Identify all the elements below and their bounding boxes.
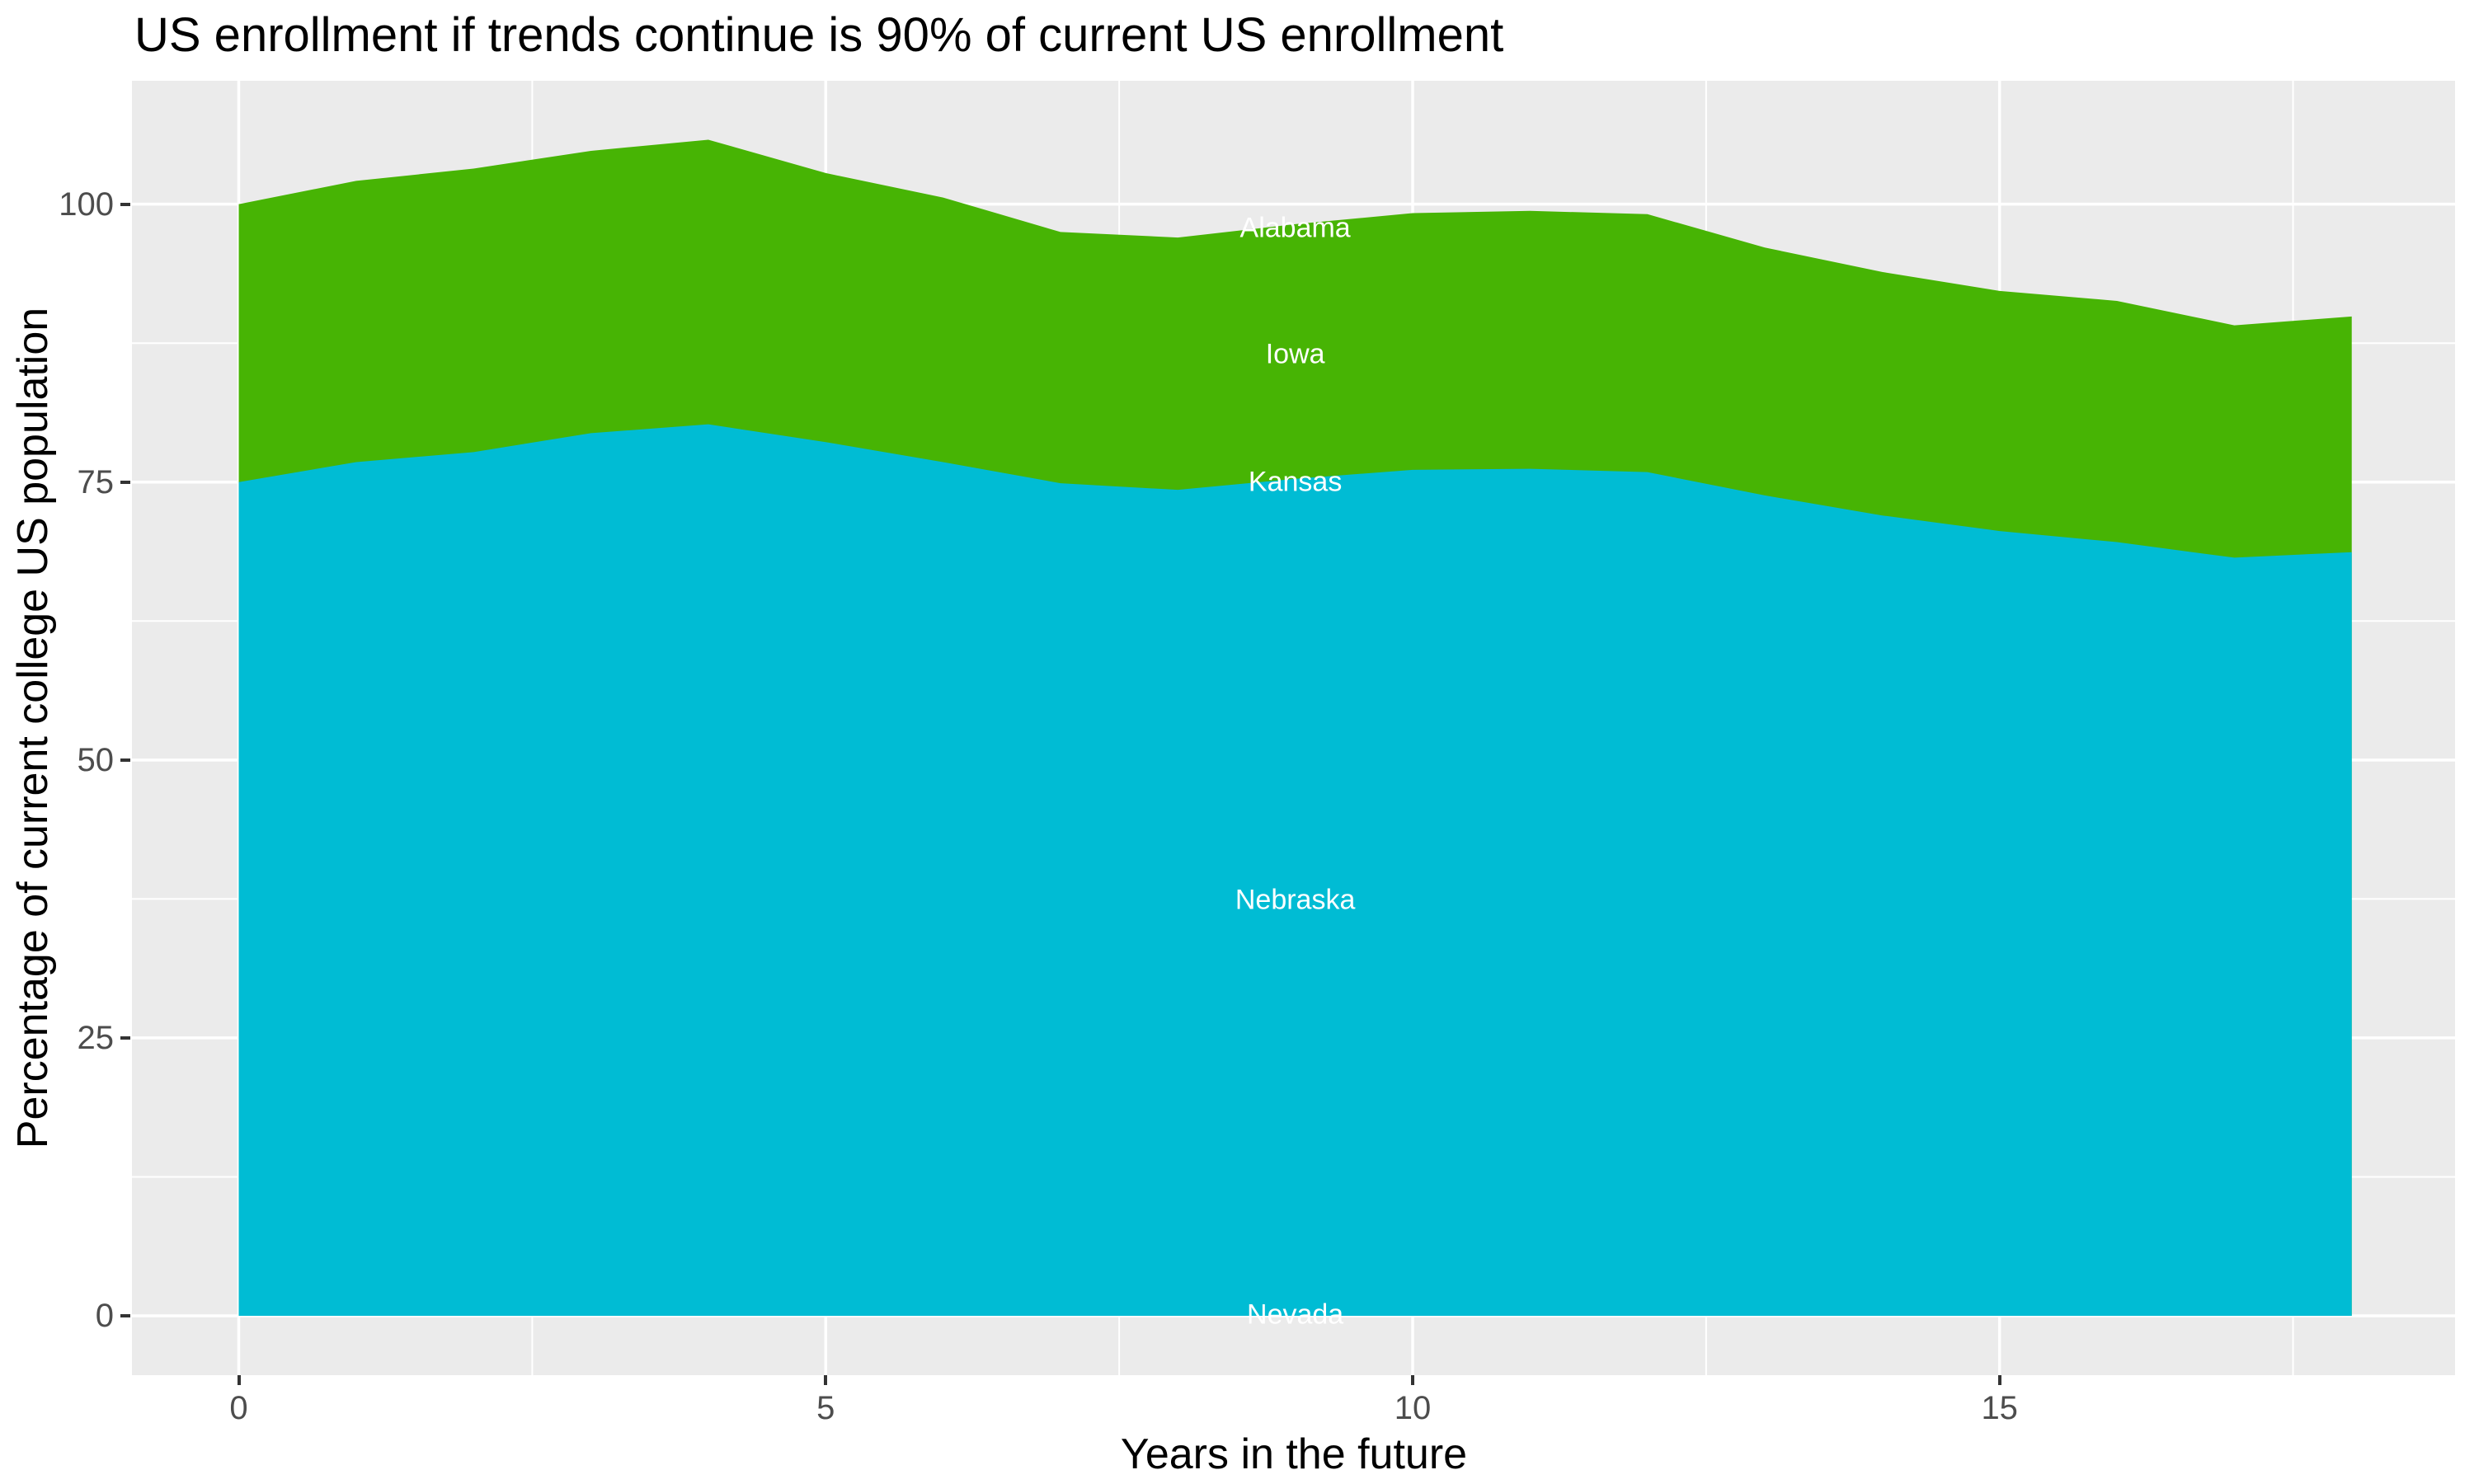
state-label-iowa: Iowa [1265, 338, 1325, 370]
y-tick-mark [120, 758, 130, 762]
x-tick-mark [1997, 1375, 2001, 1385]
x-tick-label: 10 [1394, 1390, 1432, 1426]
y-axis-title: Percentage of current college US populat… [9, 307, 57, 1149]
state-label-nebraska: Nebraska [1235, 884, 1356, 916]
cyan-area [238, 424, 2352, 1316]
x-tick-mark [237, 1375, 241, 1385]
x-tick-label: 15 [1981, 1390, 2018, 1426]
y-tick-mark [120, 1036, 130, 1040]
y-tick-mark [120, 202, 130, 206]
x-tick-label: 0 [229, 1390, 248, 1426]
chart-title: US enrollment if trends continue is 90% … [134, 8, 1504, 62]
y-tick-mark [120, 1313, 130, 1317]
state-label-alabama: Alabama [1239, 212, 1351, 244]
x-tick-label: 5 [816, 1390, 835, 1426]
y-tick-label: 25 [77, 1019, 115, 1056]
state-label-nevada: Nevada [1247, 1298, 1344, 1331]
plot-area-svg [132, 81, 2455, 1375]
y-tick-label: 75 [77, 463, 115, 500]
y-tick-label: 100 [59, 186, 114, 223]
y-tick-label: 50 [77, 741, 115, 778]
x-tick-mark [1410, 1375, 1414, 1385]
plot-panel: Alabama Iowa Kansas Nebraska Nevada [132, 81, 2455, 1375]
x-tick-mark [824, 1375, 828, 1385]
state-label-kansas: Kansas [1248, 466, 1343, 498]
x-axis-title: Years in the future [1120, 1430, 1468, 1478]
y-tick-label: 0 [95, 1297, 114, 1334]
y-tick-mark [120, 480, 130, 484]
